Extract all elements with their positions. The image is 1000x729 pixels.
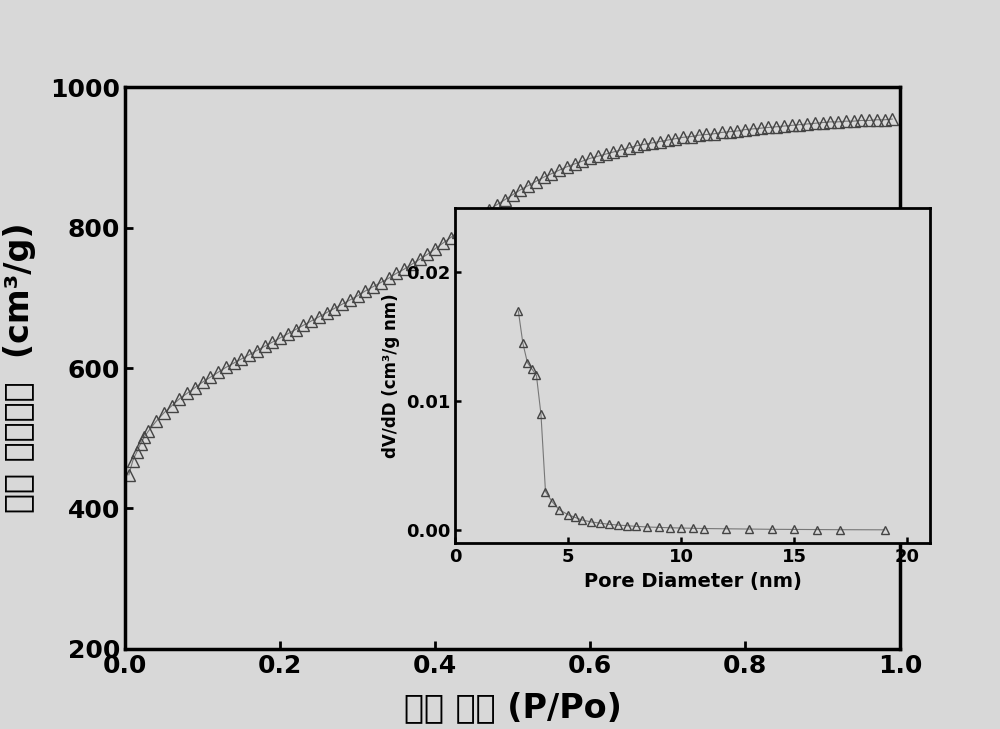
Y-axis label: dV/dD (cm³/g nm): dV/dD (cm³/g nm) (382, 293, 400, 458)
Y-axis label: 氮气 吸附体积  (cm³/g): 氮气 吸附体积 (cm³/g) (3, 223, 36, 513)
X-axis label: Pore Diameter (nm): Pore Diameter (nm) (584, 572, 801, 590)
X-axis label: 相对 压力 (P/Po): 相对 压力 (P/Po) (404, 692, 621, 725)
